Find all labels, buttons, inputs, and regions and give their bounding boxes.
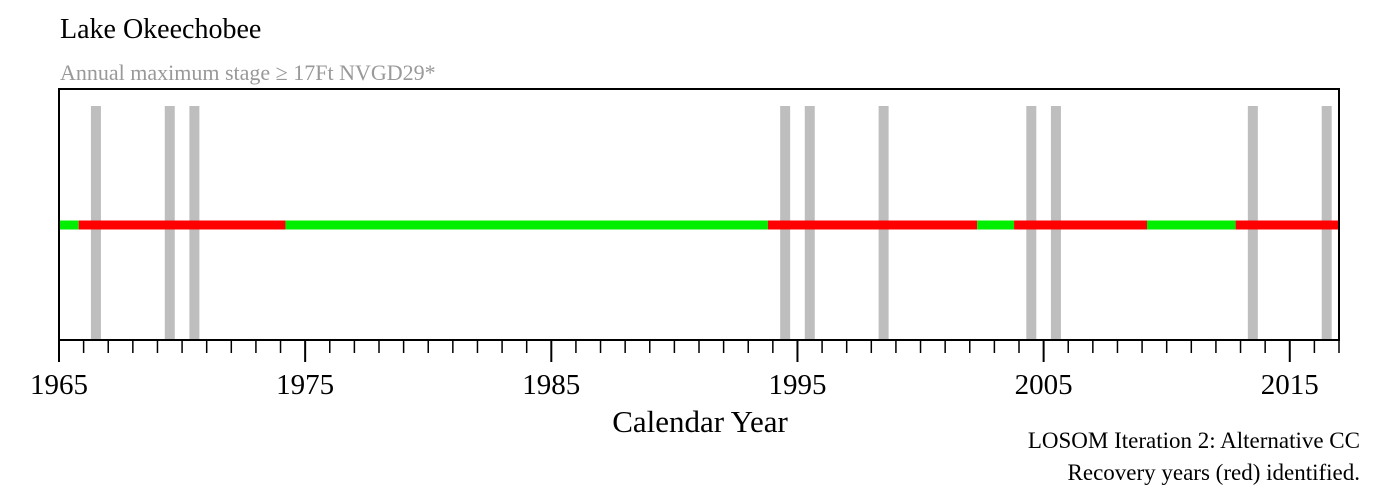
x-axis-tick-labels: 1965 1975 1985 1995 2005 2015 xyxy=(30,369,1319,401)
plot-frame xyxy=(58,88,1340,341)
tick-label-1975: 1975 xyxy=(276,369,334,401)
x-axis-label: Calendar Year xyxy=(612,404,788,439)
segment-normal-2 xyxy=(285,220,768,230)
chart-title: Lake Okeechobee xyxy=(60,14,262,45)
tick-label-1965: 1965 xyxy=(30,369,88,401)
segment-recovery-5 xyxy=(1014,220,1147,230)
x-axis-label-wrap: Calendar Year xyxy=(0,404,1400,440)
status-segments xyxy=(59,220,1339,230)
tick-label-1995: 1995 xyxy=(768,369,826,401)
note-line-1: LOSOM Iteration 2: Alternative CC xyxy=(1027,428,1360,453)
segment-normal-4 xyxy=(977,220,1015,230)
segment-normal-6 xyxy=(1147,220,1236,230)
tick-label-2005: 2005 xyxy=(1015,369,1073,401)
tick-label-1985: 1985 xyxy=(522,369,580,401)
chart-subtitle: Annual maximum stage ≥ 17Ft NVGD29* xyxy=(60,60,436,85)
tick-label-2015: 2015 xyxy=(1261,369,1319,401)
x-axis-ticks xyxy=(58,340,1340,362)
segment-normal-0 xyxy=(59,220,79,230)
segment-recovery-7 xyxy=(1235,220,1339,230)
segment-recovery-3 xyxy=(767,220,978,230)
note-line-2: Recovery years (red) identified. xyxy=(1067,460,1360,485)
segment-recovery-1 xyxy=(78,220,286,230)
